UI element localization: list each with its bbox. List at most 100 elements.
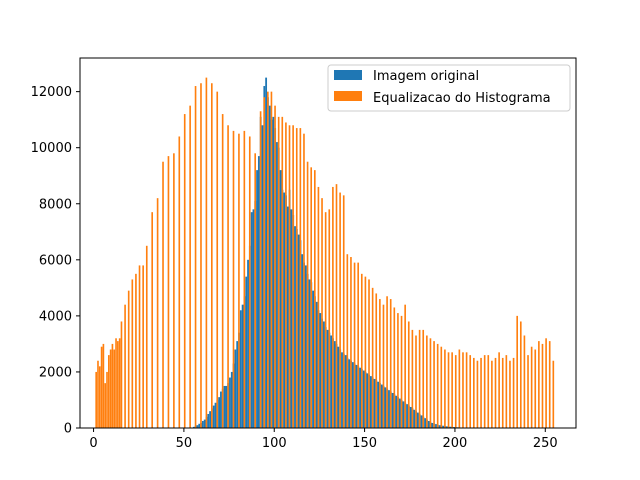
equalizacao-bar — [357, 262, 359, 428]
imagem-original-bar — [203, 419, 206, 428]
x-tick-label: 200 — [443, 436, 468, 451]
legend-swatch-imagem-original — [334, 70, 362, 80]
y-axis-ticks: 0 2000 4000 6000 8000 10000 12000 — [31, 85, 80, 437]
y-tick-label: 10000 — [31, 141, 72, 156]
imagem-original-bar — [250, 212, 253, 428]
imagem-original-bar — [276, 142, 278, 428]
equalizacao-bar — [111, 343, 114, 428]
imagem-original-bar — [297, 234, 300, 428]
equalizacao-bar — [292, 125, 294, 429]
imagem-original-bar — [373, 378, 376, 428]
equalizacao-bar — [295, 128, 298, 428]
imagem-original-bar — [398, 398, 401, 428]
equalizacao-bar — [113, 349, 116, 428]
equalizacao-bar — [444, 349, 446, 428]
imagem-original-bar — [308, 279, 311, 428]
imagem-original-bar — [366, 373, 369, 428]
imagem-original-bar — [435, 424, 437, 428]
equalizacao-bar — [138, 265, 141, 428]
equalizacao-bar — [393, 307, 396, 428]
equalizacao-bar — [274, 105, 276, 429]
equalizacao-bar — [299, 128, 302, 428]
equalizacao-bar — [205, 77, 208, 429]
equalizacao-bar — [509, 360, 511, 428]
equalizacao-bar — [131, 279, 134, 428]
equalizacao-bar — [519, 321, 522, 428]
y-tick-label: 0 — [64, 422, 72, 437]
equalizacao-bar — [447, 352, 450, 428]
imagem-original-bar — [241, 304, 244, 428]
equalizacao-bar — [480, 357, 482, 428]
imagem-original-bar — [344, 355, 347, 428]
equalizacao-bar — [350, 257, 352, 428]
equalizacao-bar — [411, 329, 414, 428]
equalizacao-bar — [151, 212, 153, 428]
imagem-original-bar — [283, 192, 286, 428]
series-equalizacao — [95, 77, 555, 429]
imagem-original-bar — [384, 387, 387, 428]
equalizacao-bar — [127, 290, 130, 428]
legend: Imagem original Equalizacao do Histogram… — [327, 64, 571, 112]
imagem-original-bar — [416, 412, 419, 428]
imagem-original-bar — [337, 346, 340, 428]
equalizacao-bar — [108, 355, 110, 428]
imagem-original-bar — [223, 385, 226, 428]
equalizacao-bar — [259, 111, 262, 428]
imagem-original-bar — [323, 321, 325, 428]
equalizacao-bar — [285, 122, 287, 428]
equalizacao-bar — [545, 338, 547, 428]
equalizacao-bar — [109, 349, 112, 428]
imagem-original-bar — [391, 392, 394, 428]
legend-label-equalizacao: Equalizacao do Histograma — [373, 91, 551, 106]
equalizacao-bar — [400, 315, 403, 428]
imagem-original-bar — [424, 418, 427, 428]
equalizacao-bar — [440, 346, 443, 428]
imagem-original-bar — [406, 404, 408, 428]
equalizacao-bar — [541, 343, 544, 428]
imagem-original-bar — [234, 349, 237, 428]
imagem-original-bar — [319, 313, 322, 428]
equalizacao-bar — [178, 136, 181, 429]
imagem-original-bar — [294, 226, 296, 428]
imagem-original-bar — [290, 209, 293, 428]
imagem-original-bar — [214, 402, 217, 428]
equalizacao-bar — [173, 153, 175, 429]
equalizacao-bar — [454, 355, 457, 428]
equalizacao-bar — [342, 195, 345, 428]
equalizacao-bar — [382, 304, 385, 428]
equalizacao-bar — [494, 357, 497, 428]
equalizacao-bar — [498, 352, 500, 428]
equalizacao-bar — [462, 352, 464, 428]
equalizacao-bar — [397, 313, 399, 428]
equalizacao-bar — [243, 130, 246, 428]
equalizacao-bar — [221, 114, 224, 428]
imagem-original-bar — [212, 405, 215, 428]
y-tick-label: 6000 — [39, 253, 72, 268]
x-tick-label: 0 — [89, 436, 97, 451]
equalizacao-bar — [95, 371, 97, 428]
imagem-original-bar — [388, 390, 390, 428]
equalizacao-bar — [436, 343, 439, 428]
imagem-original-bar — [395, 395, 398, 428]
equalizacao-bar — [451, 352, 453, 428]
imagem-original-bar — [380, 384, 383, 428]
equalizacao-bar — [115, 338, 117, 428]
equalizacao-bar — [306, 161, 309, 428]
equalizacao-bar — [426, 335, 428, 428]
equalizacao-bar — [483, 355, 486, 428]
imagem-original-bar — [261, 125, 264, 429]
equalizacao-bar — [200, 83, 202, 428]
imagem-original-bar — [279, 170, 282, 428]
equalizacao-bar — [552, 360, 555, 428]
equalizacao-bar — [487, 355, 490, 428]
equalizacao-bar — [227, 125, 229, 429]
equalizacao-bar — [303, 133, 305, 428]
imagem-original-bar — [362, 370, 365, 428]
equalizacao-bar — [310, 167, 313, 428]
imagem-original-bar — [409, 406, 412, 428]
imagem-original-bar — [333, 341, 336, 428]
plot-frame — [79, 57, 577, 429]
equalizacao-bar — [142, 265, 144, 428]
equalizacao-bar — [360, 273, 363, 428]
imagem-original-bar — [402, 401, 405, 428]
